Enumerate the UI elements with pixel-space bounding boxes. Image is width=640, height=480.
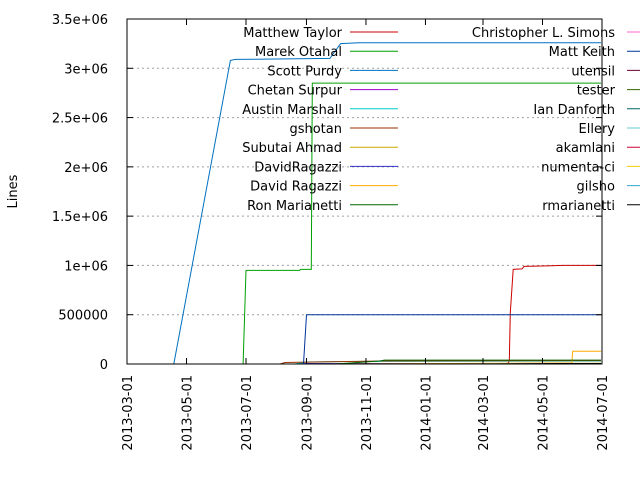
legend-label: gilsho: [577, 180, 615, 195]
x-axis-ticks: 2013-03-01 2013-05-01 2013-07-01 2013-09-01…: [121, 19, 611, 451]
legend-label: Ian Danforth: [533, 103, 615, 118]
y-tick-label: 3e+06: [64, 62, 108, 77]
series-line: [242, 82, 601, 365]
series-line: [303, 314, 601, 365]
grid-lines: [127, 67, 602, 316]
legend-label: Chetan Surpur: [248, 84, 343, 99]
legend-label: Marek Otahal: [255, 45, 342, 60]
y-tick-label: 2.5e+06: [52, 112, 108, 127]
legend-label: DavidRagazzi: [254, 160, 342, 175]
series-lines: [173, 42, 602, 365]
legend-label: Ron Marianetti: [247, 199, 342, 214]
series-line: [279, 360, 602, 365]
x-tick-label: 2013-05-01: [180, 375, 195, 451]
y-tick-label: 3.5e+06: [52, 13, 108, 28]
y-tick-label: 1e+06: [64, 259, 108, 274]
series-line: [173, 42, 601, 365]
legend-label: Ellery: [579, 122, 616, 137]
plot-frame: [126, 18, 603, 365]
y-tick-label: 1.5e+06: [52, 210, 108, 225]
legend-label: Matthew Taylor: [243, 26, 342, 41]
legend-label: Austin Marshall: [242, 103, 342, 118]
legend-label: Christopher L. Simons: [472, 26, 615, 41]
legend-label: Subutai Ahmad: [242, 141, 342, 156]
x-tick-label: 2014-01-01: [419, 375, 434, 451]
y-axis-ticks: 0 500000 1e+06 1.5e+06 2e+06 2.5e+06 3e+06 3.5e…: [52, 13, 602, 373]
x-tick-label: 2014-05-01: [537, 375, 552, 451]
legend-label: Scott Purdy: [267, 64, 342, 79]
legend-label: David Ragazzi: [250, 180, 342, 195]
x-tick-label: 2013-09-01: [300, 375, 315, 451]
x-tick-label: 2013-11-01: [360, 375, 375, 451]
series-line: [306, 350, 601, 365]
y-tick-label: 2e+06: [64, 161, 108, 176]
y-axis-label: Lines: [6, 174, 21, 208]
legend-label: utensil: [571, 64, 615, 79]
legend-label: akamlani: [556, 141, 615, 156]
series-line: [335, 359, 601, 365]
y-tick-label: 0: [100, 358, 108, 373]
x-tick-label: 2014-07-01: [596, 375, 611, 451]
legend-label: Matt Keith: [549, 45, 615, 60]
x-tick-label: 2013-07-01: [240, 375, 255, 451]
legend-label: numenta-ci: [541, 160, 615, 175]
legend-label: rmarianetti: [542, 199, 615, 214]
legend-label: tester: [577, 84, 616, 99]
x-tick-label: 2014-03-01: [477, 375, 492, 451]
legend-label: gshotan: [289, 122, 342, 137]
legend: Matthew Taylor Marek Otahal Scott Purdy Che…: [242, 26, 640, 214]
series-line: [506, 264, 601, 365]
x-tick-label: 2013-03-01: [121, 375, 136, 451]
y-tick-label: 500000: [58, 309, 108, 324]
